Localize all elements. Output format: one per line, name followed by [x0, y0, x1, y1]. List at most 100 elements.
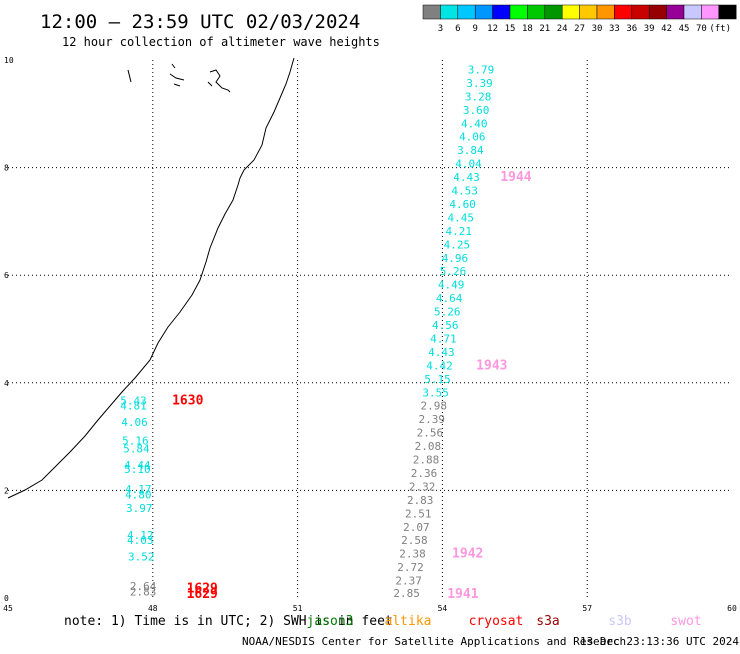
- wave-height-value: 5.26: [434, 306, 461, 319]
- lat-tick-label: 0: [4, 594, 9, 603]
- pass-time-label: 1944: [500, 170, 531, 185]
- legend-label: 30: [592, 24, 603, 34]
- lon-tick-label: 57: [582, 604, 592, 613]
- legend-swatch: [561, 4, 580, 20]
- wave-height-value: 2.37: [395, 575, 422, 588]
- lon-tick-label: 54: [438, 604, 448, 613]
- wave-height-value: 3.97: [126, 502, 153, 515]
- wave-height-value: 4.44: [124, 459, 151, 472]
- wave-height-value: 4.71: [430, 332, 457, 345]
- legend-unit: (ft): [709, 24, 731, 34]
- wave-height-value: 4.64: [436, 292, 463, 305]
- legend-swatch: [683, 4, 702, 20]
- lat-tick-label: 6: [4, 271, 9, 280]
- wave-height-value: 2.56: [417, 427, 444, 440]
- wave-height-value: 2.88: [413, 454, 440, 467]
- satellite-name: jason3: [307, 614, 354, 629]
- legend-label: 3: [438, 24, 443, 34]
- wave-height-value: 4.06: [121, 416, 148, 429]
- legend-label: 12: [487, 24, 498, 34]
- lon-tick-label: 60: [727, 604, 737, 613]
- wave-height-value: 2.83: [407, 494, 434, 507]
- wave-height-value: 5.15: [424, 373, 451, 386]
- lon-tick-label: 48: [148, 604, 158, 613]
- legend-swatch: [509, 4, 528, 20]
- wave-height-value: 2.83: [130, 585, 157, 598]
- wave-height-value: 4.60: [449, 198, 476, 211]
- wave-height-value: 3.79: [468, 63, 495, 76]
- wave-height-value: 4.40: [461, 117, 488, 130]
- pass-time-label: 1943: [476, 358, 507, 373]
- legend-swatch: [544, 4, 563, 20]
- wave-height-value: 4.06: [459, 131, 486, 144]
- island-c: [207, 69, 231, 93]
- pass-time-label: 1941: [447, 587, 478, 602]
- wave-height-value: 4.04: [455, 158, 482, 171]
- wave-height-value: 5.43: [120, 394, 147, 407]
- legend-swatch: [422, 4, 441, 20]
- altimeter-pass: 2.982.392.562.082.882.362.322.832.512.07…: [393, 400, 447, 600]
- wave-height-value: 2.51: [405, 507, 432, 520]
- legend-label: 33: [609, 24, 620, 34]
- legend-swatch: [440, 4, 459, 20]
- legend-label: 27: [574, 24, 585, 34]
- wave-height-value: 4.49: [438, 279, 465, 292]
- wave-height-value: 4.53: [451, 185, 478, 198]
- coastline-africa: [7, 57, 295, 499]
- legend-swatch: [666, 4, 685, 20]
- pass-time-label: 1629: [187, 587, 218, 602]
- legend-label: 39: [644, 24, 655, 34]
- altimeter-pass: 2.642.83: [130, 580, 157, 598]
- wave-height-legend: 3 6 9 12 15 18 21 24 27 30 33 36 39 42 45 70 (ft): [422, 4, 737, 34]
- wave-height-value: 2.32: [409, 480, 436, 493]
- figure-subtitle: 12 hour collection of altimeter wave hei…: [62, 35, 380, 49]
- wave-height-value: 4.25: [444, 238, 471, 251]
- island-b: [169, 63, 185, 87]
- lat-lon-grid: [8, 60, 732, 598]
- wave-height-value: 4.80: [125, 488, 152, 501]
- generated-timestamp: 13 Dec 23:13:36 UTC 2024: [580, 635, 739, 648]
- wave-height-tracks: 3.793.393.283.604.404.063.844.044.434.53…: [120, 63, 494, 599]
- wave-height-value: 5.26: [440, 265, 467, 278]
- lat-tick-label: 10: [4, 56, 14, 65]
- pass-time-label: 1629: [187, 582, 218, 597]
- satellite-name: swot: [670, 614, 701, 629]
- legend-label: 36: [626, 24, 637, 34]
- wave-height-value: 3.60: [463, 104, 490, 117]
- satellite-name: altika: [385, 614, 432, 629]
- wave-height-value: 2.85: [393, 587, 420, 600]
- wave-height-value: 4.56: [432, 319, 459, 332]
- wave-height-value: 2.08: [415, 440, 442, 453]
- legend-swatch: [596, 4, 615, 20]
- wave-height-value: 4.42: [426, 359, 453, 372]
- legend-label: 15: [505, 24, 516, 34]
- wave-height-value: 2.07: [403, 521, 430, 534]
- wave-height-value: 4.17: [125, 483, 152, 496]
- wave-height-value: 2.36: [411, 467, 438, 480]
- satellite-name: cryosat: [469, 614, 524, 629]
- satellite-name: s3a: [536, 614, 559, 629]
- legend-swatch: [579, 4, 598, 20]
- wave-height-value: 2.39: [419, 413, 446, 426]
- satellite-name: s3b: [608, 614, 632, 629]
- credit-line: NOAA/NESDIS Center for Satellite Applica…: [242, 635, 626, 648]
- lat-tick-label: 4: [4, 379, 9, 388]
- legend-label: 9: [472, 24, 477, 34]
- legend-label: 70: [696, 24, 707, 34]
- wave-height-value: 2.64: [130, 580, 157, 593]
- axis-tick-labels: 45 48 51 54 57 60 0 2 4 6 8 10: [3, 56, 737, 613]
- legend-label: 21: [539, 24, 550, 34]
- wave-height-value: 2.38: [399, 548, 426, 561]
- wave-height-value: 5.10: [124, 463, 151, 476]
- altimeter-pass: 5.434.81 4.06 5.165.84 4.445.10 4.174.803.97…: [120, 394, 154, 563]
- wave-height-value: 3.39: [466, 77, 493, 90]
- wave-height-value: 5.16: [122, 435, 149, 448]
- wave-height-value: 4.81: [120, 400, 147, 413]
- lon-tick-label: 51: [293, 604, 303, 613]
- legend-label: 24: [557, 24, 568, 34]
- legend-label: 6: [455, 24, 460, 34]
- legend-swatch: [718, 4, 737, 20]
- legend-swatch: [527, 4, 546, 20]
